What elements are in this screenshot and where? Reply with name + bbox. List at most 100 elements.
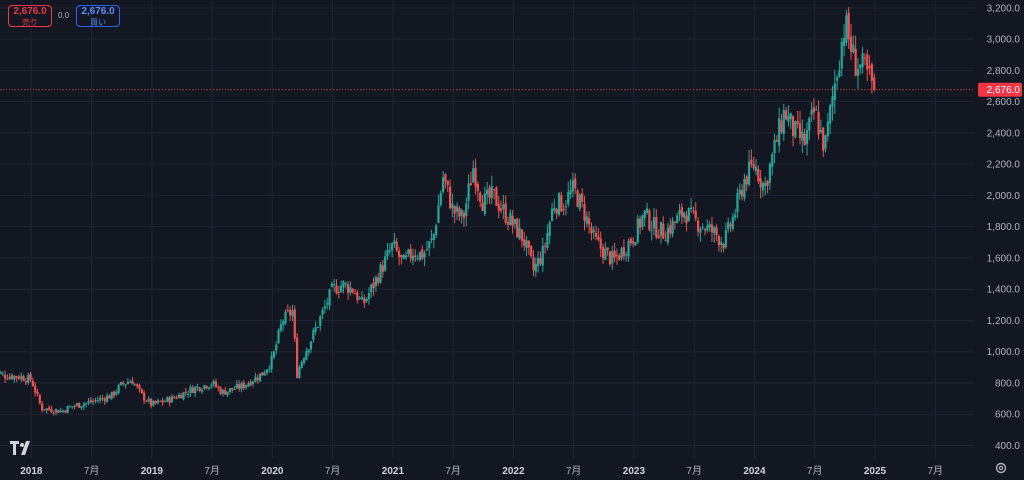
candle-body bbox=[787, 115, 790, 122]
candle-body bbox=[722, 244, 725, 249]
candle-body bbox=[38, 394, 41, 404]
candle-body bbox=[734, 214, 737, 218]
candle-body bbox=[64, 410, 67, 413]
candle-body bbox=[490, 185, 493, 199]
candle-body bbox=[717, 236, 721, 246]
candle-body bbox=[685, 215, 688, 224]
candle-body bbox=[388, 250, 391, 252]
candle-body bbox=[98, 397, 102, 401]
last-price-label: 2,676.0 bbox=[987, 85, 1021, 96]
candle-body bbox=[340, 285, 343, 293]
candle-body bbox=[212, 381, 215, 385]
candle-body bbox=[103, 398, 106, 402]
y-tick-label: 800.0 bbox=[995, 378, 1020, 389]
candle-body bbox=[469, 183, 473, 186]
candle-body bbox=[8, 376, 11, 380]
candle-body bbox=[488, 187, 491, 198]
candle-body bbox=[840, 41, 843, 69]
candle-body bbox=[745, 176, 748, 185]
candle-body bbox=[826, 121, 829, 137]
buy-button[interactable]: 2,676.0 買い bbox=[76, 5, 120, 27]
spread-value: 0.0 bbox=[58, 11, 70, 20]
candlestick-series bbox=[0, 7, 876, 416]
candle-body bbox=[486, 189, 489, 195]
candle-body bbox=[45, 408, 48, 411]
candle-body bbox=[731, 216, 734, 229]
candle-body bbox=[112, 391, 116, 396]
candle-body bbox=[817, 111, 820, 135]
y-tick-label: 2,600.0 bbox=[987, 97, 1021, 108]
candle-body bbox=[365, 298, 368, 302]
candle-body bbox=[567, 192, 570, 205]
candle-body bbox=[432, 233, 435, 240]
candle-body bbox=[31, 380, 34, 387]
candle-body bbox=[226, 391, 229, 396]
candle-body bbox=[743, 179, 746, 198]
candle-body bbox=[302, 358, 306, 363]
candle-body bbox=[506, 222, 510, 225]
candle-body bbox=[527, 240, 530, 248]
candle-body bbox=[94, 400, 97, 402]
candle-body bbox=[189, 387, 192, 394]
price-axis: 400.0 600.0 800.0 1,000.0 1,200.0 1,400.0 1,60… bbox=[987, 3, 1021, 452]
candle-body bbox=[859, 64, 862, 69]
tradingview-logo-icon[interactable] bbox=[10, 441, 32, 460]
candle-body bbox=[351, 288, 354, 293]
candle-body bbox=[622, 247, 625, 257]
candle-body bbox=[620, 247, 623, 259]
candle-body bbox=[335, 285, 338, 294]
y-tick-label: 1,600.0 bbox=[987, 253, 1021, 264]
candle-body bbox=[133, 384, 136, 386]
candle-body bbox=[344, 283, 347, 285]
candle-body bbox=[703, 229, 707, 231]
candle-body bbox=[265, 369, 269, 374]
sell-button[interactable]: 2,676.0 売り bbox=[8, 5, 52, 27]
candle-body bbox=[407, 249, 410, 254]
candle-body bbox=[152, 401, 155, 406]
candle-body bbox=[367, 293, 371, 300]
candle-body bbox=[428, 241, 431, 249]
candle-body bbox=[696, 220, 700, 232]
candle-body bbox=[659, 221, 663, 236]
candle-body bbox=[706, 225, 709, 231]
candle-body bbox=[664, 240, 667, 242]
candle-body bbox=[131, 380, 134, 385]
sell-price: 2,676.0 bbox=[13, 6, 47, 17]
candle-body bbox=[608, 251, 612, 265]
candle-body bbox=[54, 409, 58, 413]
candle-body bbox=[140, 388, 143, 394]
candle-body bbox=[115, 392, 118, 395]
buy-label: 買い bbox=[90, 18, 106, 27]
candle-body bbox=[497, 203, 500, 211]
candle-body bbox=[180, 394, 183, 399]
candle-body bbox=[451, 203, 454, 209]
candle-body bbox=[761, 183, 765, 191]
candle-body bbox=[604, 248, 607, 260]
x-tick-label: 2022 bbox=[502, 466, 525, 477]
candle-body bbox=[435, 225, 438, 235]
candle-body bbox=[525, 240, 528, 248]
candle-body bbox=[143, 392, 146, 401]
candle-body bbox=[291, 310, 294, 317]
candle-body bbox=[358, 297, 361, 299]
candle-body bbox=[163, 401, 167, 403]
x-tick-label: 2018 bbox=[20, 466, 43, 477]
candle-body bbox=[124, 384, 127, 386]
candle-body bbox=[534, 263, 537, 272]
candle-body bbox=[277, 329, 280, 344]
candle-body bbox=[159, 400, 162, 402]
candle-body bbox=[509, 212, 512, 225]
candle-body bbox=[808, 117, 811, 131]
gear-icon[interactable] bbox=[994, 461, 1008, 475]
x-tick-label: 7月 bbox=[566, 465, 582, 477]
last-price-tag: 2,676.0 bbox=[978, 82, 1022, 97]
candle-body bbox=[409, 248, 412, 259]
candle-body bbox=[673, 221, 676, 223]
candle-body bbox=[349, 287, 352, 293]
candle-body bbox=[789, 112, 792, 120]
candle-body bbox=[588, 218, 591, 225]
candle-body bbox=[479, 192, 482, 202]
candle-body bbox=[639, 218, 642, 228]
candle-body bbox=[648, 210, 651, 230]
